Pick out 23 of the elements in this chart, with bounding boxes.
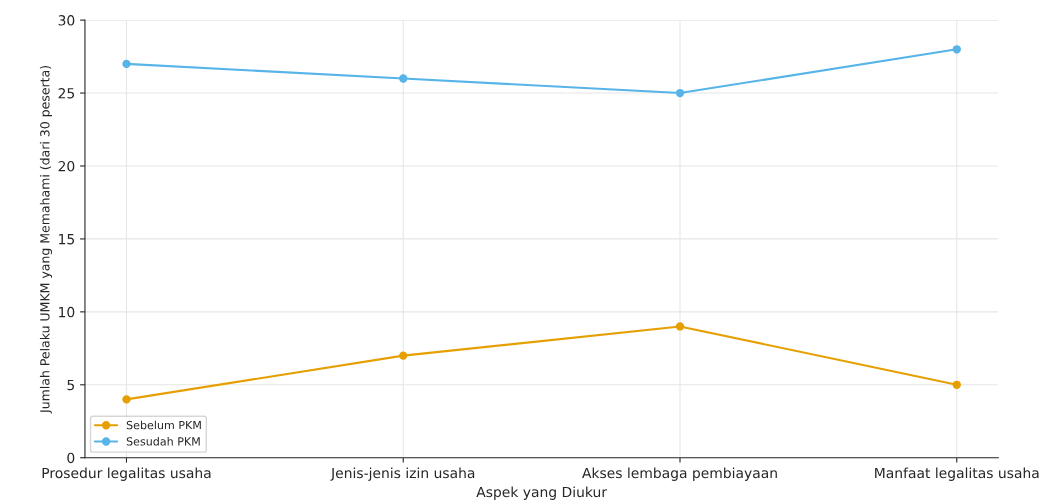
y-tick-label: 25 (58, 88, 75, 99)
point (399, 74, 408, 83)
y-tick-label: 15 (59, 234, 75, 245)
point (675, 322, 685, 331)
point (952, 380, 961, 389)
point (952, 45, 961, 54)
point (399, 351, 408, 360)
point (122, 59, 131, 69)
legend-label: Sesudah PKM (126, 436, 200, 446)
x-tick-label: Manfaat legalitas usaha (875, 467, 1039, 481)
x-tick-label: Akses lembaga pembiayaan (582, 467, 777, 481)
x-tick-label: Jenis-jenis izin usaha (330, 467, 475, 481)
point (122, 395, 131, 404)
x-tick-label: Prosedur legalitas usaha (42, 467, 211, 481)
x-axis-title: Aspek yang Diukur (476, 486, 608, 500)
y-tick-label: 20 (58, 160, 75, 172)
y-tick-label: 30 (58, 15, 75, 26)
y-tick-label: 0 (67, 452, 75, 464)
y-tick-label: 10 (59, 306, 75, 318)
y-axis-title: Jumlah Pelaku UMKM yang Memahami (dari 30 peserta) (39, 65, 53, 414)
y-tick-label: 5 (67, 379, 75, 391)
point (675, 88, 685, 98)
legend-label: Sebelum PKM (126, 420, 201, 430)
